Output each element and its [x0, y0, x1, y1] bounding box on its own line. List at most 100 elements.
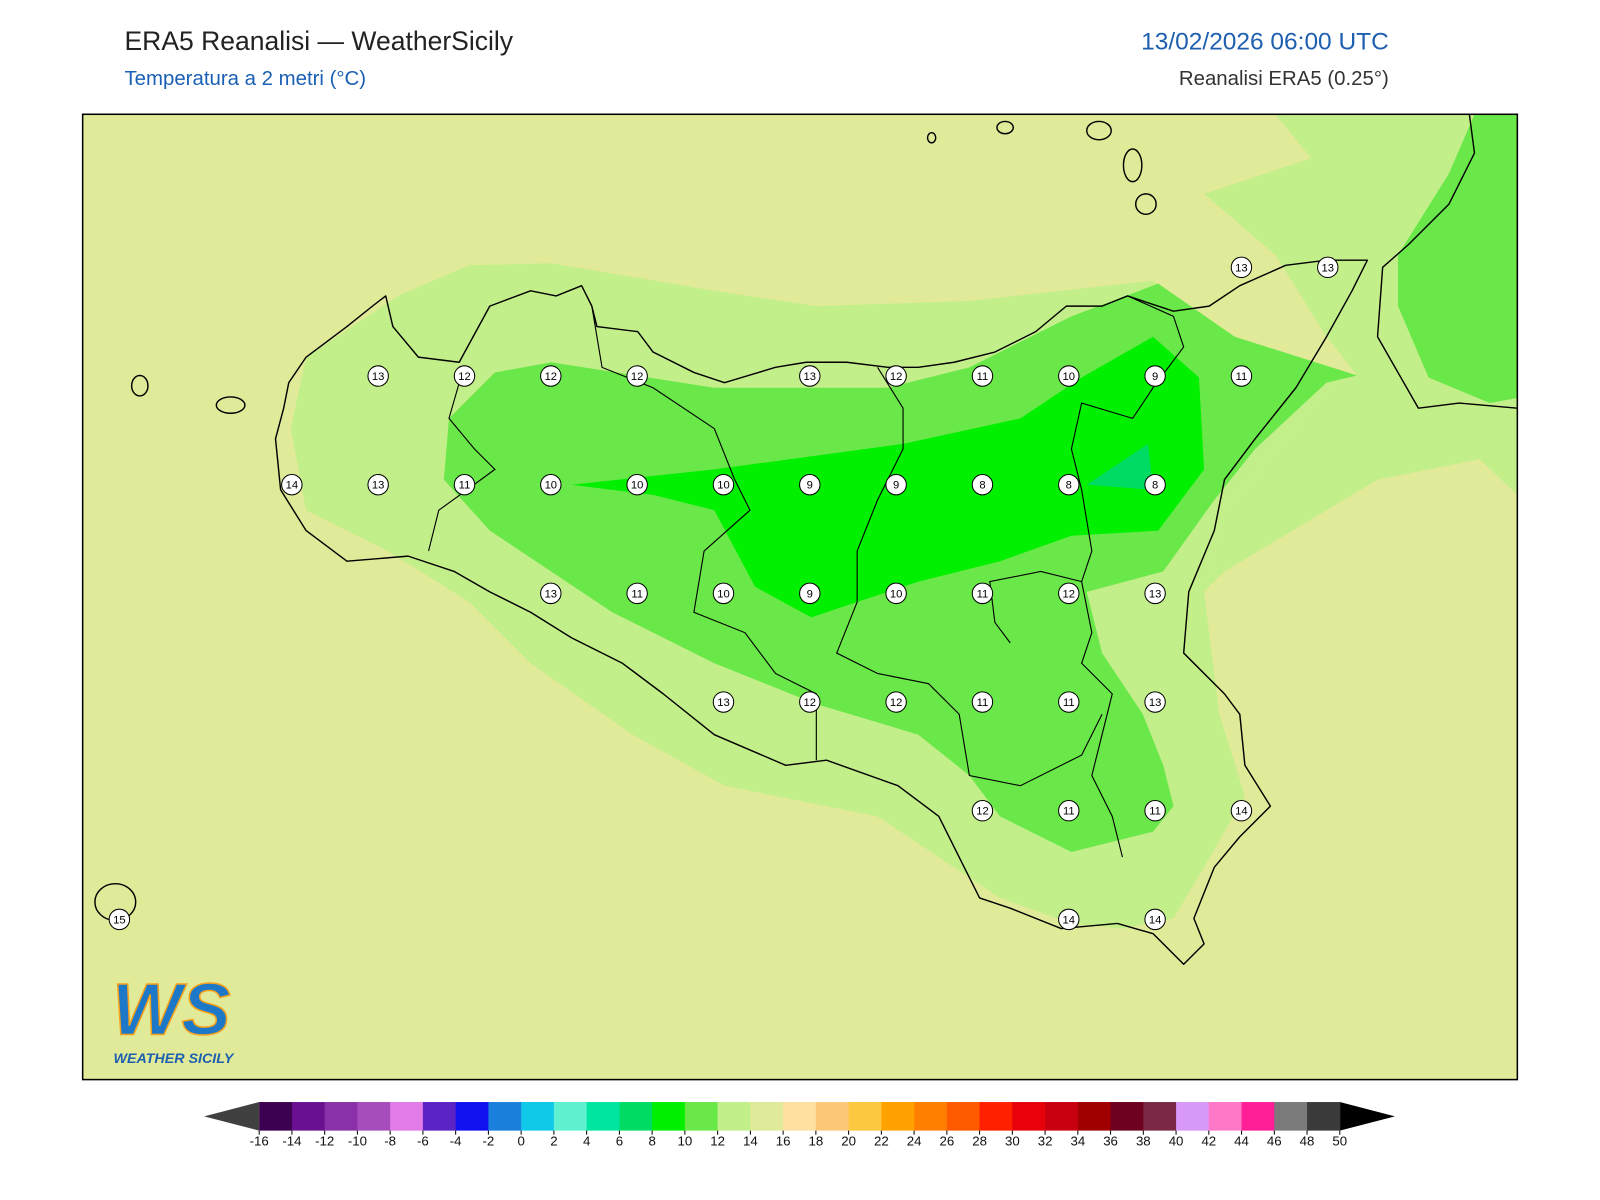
station-value: 12 [804, 697, 816, 709]
station-marker [1144, 691, 1166, 713]
colorbar-cell [1077, 1102, 1112, 1131]
colorbar-cell [259, 1102, 293, 1131]
colorbar-cell [1274, 1102, 1308, 1131]
station-marker [367, 473, 389, 496]
colorbar-tick-label: 32 [1038, 1133, 1053, 1148]
station-value: 11 [1149, 806, 1161, 818]
logo-text: WEATHER SICILY [114, 1051, 235, 1067]
station-value: 10 [717, 480, 729, 492]
station-marker [1230, 256, 1253, 279]
island [1122, 148, 1143, 183]
colorbar-cell [1241, 1102, 1275, 1131]
colorbar-cell [1110, 1102, 1144, 1131]
station-marker [1058, 582, 1080, 605]
colorbar-tick-label: 16 [776, 1133, 791, 1148]
station-value: 11 [1236, 371, 1248, 383]
station-value: 13 [717, 697, 729, 709]
station-value: 13 [372, 480, 384, 492]
colorbar-tick-label: 46 [1267, 1133, 1282, 1148]
station-marker [453, 473, 476, 496]
station-marker [885, 473, 907, 496]
colorbar-tick-label: 38 [1136, 1133, 1151, 1148]
station-marker [1058, 908, 1080, 931]
colorbar-tick-label: -16 [250, 1133, 269, 1148]
station-marker [971, 582, 994, 605]
colorbar-cell [324, 1102, 358, 1131]
station-value: 13 [1149, 588, 1161, 600]
island [1135, 193, 1157, 215]
station-value: 8 [979, 480, 985, 492]
station-value: 14 [1149, 914, 1161, 926]
station-value: 8 [1152, 480, 1158, 492]
colorbar-cell [881, 1102, 915, 1131]
colorbar-tick-label: 10 [678, 1133, 693, 1148]
colorbar-over [1339, 1102, 1395, 1131]
colorbar-tick-label: 8 [648, 1133, 655, 1148]
colorbar-tick-label: 18 [808, 1133, 823, 1148]
colorbar-cell [1307, 1102, 1341, 1131]
colorbar-cell [750, 1102, 784, 1131]
station-marker [971, 473, 994, 496]
colorbar-under [204, 1102, 260, 1131]
station-value: 13 [1149, 697, 1161, 709]
colorbar-cell [521, 1102, 555, 1131]
station-value: 9 [1152, 371, 1158, 383]
station-marker [885, 582, 907, 605]
colorbar-tick-label: -10 [348, 1133, 367, 1148]
colorbar-cell [488, 1102, 522, 1131]
contour-10-12 [1397, 114, 1518, 404]
station-marker [1144, 582, 1166, 605]
colorbar: -16 -14 -12 -10 -8 -6 -4 -2 0 2 4 6 8 10 12 14 16 18 20 22 2… [204, 1102, 1395, 1148]
station-marker [1058, 473, 1080, 496]
station-marker [1058, 691, 1080, 713]
colorbar-tick-label: 30 [1005, 1133, 1020, 1148]
station-value: 12 [976, 806, 988, 818]
station-value: 11 [459, 480, 471, 492]
colorbar-tick-label: -6 [417, 1133, 429, 1148]
contour-8-10 [571, 336, 1205, 618]
logo-mark: WS [112, 968, 230, 1051]
map: 13 13 13 12 12 12 13 12 11 10 9 11 14 13 11 10 10 10 9 9 8 8 8… [82, 114, 1518, 1080]
title: ERA5 Reanalisi — WeatherSicily [124, 26, 513, 56]
colorbar-tick-label: -4 [450, 1133, 462, 1148]
station-marker [626, 473, 648, 496]
station-marker [1230, 365, 1253, 387]
colorbar-cell [1045, 1102, 1079, 1131]
datetime: 13/02/2026 06:00 UTC [1141, 28, 1389, 55]
station-marker [799, 365, 821, 387]
station-marker [712, 473, 735, 496]
station-value: 9 [807, 480, 813, 492]
colorbar-tick-label: 14 [743, 1133, 758, 1148]
colorbar-cell [619, 1102, 653, 1131]
station-value: 13 [545, 588, 557, 600]
colorbar-tick-label: 40 [1169, 1133, 1184, 1148]
colorbar-tick-label: -2 [483, 1133, 495, 1148]
station-marker [108, 908, 131, 931]
station-value: 10 [1063, 371, 1075, 383]
colorbar-cell [848, 1102, 882, 1131]
colorbar-tick-label: 34 [1070, 1133, 1085, 1148]
station-value: 11 [631, 588, 643, 600]
station-marker [540, 582, 562, 605]
station-value: 12 [890, 697, 902, 709]
station-marker [799, 473, 821, 496]
colorbar-tick-label: 12 [710, 1133, 725, 1148]
station-value: 11 [1063, 697, 1075, 709]
station-value: 13 [372, 371, 384, 383]
station-marker [540, 473, 562, 496]
station-marker [799, 582, 821, 605]
colorbar-tick-label: 2 [550, 1133, 557, 1148]
colorbar-cell [390, 1102, 424, 1131]
station-value: 13 [1235, 262, 1247, 274]
colorbar-cell [1143, 1102, 1177, 1131]
station-marker [885, 691, 907, 713]
colorbar-cell [586, 1102, 620, 1131]
colorbar-cell [455, 1102, 489, 1131]
colorbar-tick-label: -12 [315, 1133, 334, 1148]
station-marker [971, 800, 994, 822]
station-value: 15 [113, 914, 125, 926]
station-marker [281, 473, 303, 496]
station-marker [885, 365, 907, 387]
colorbar-tick-label: -8 [384, 1133, 396, 1148]
station-marker [799, 691, 821, 713]
